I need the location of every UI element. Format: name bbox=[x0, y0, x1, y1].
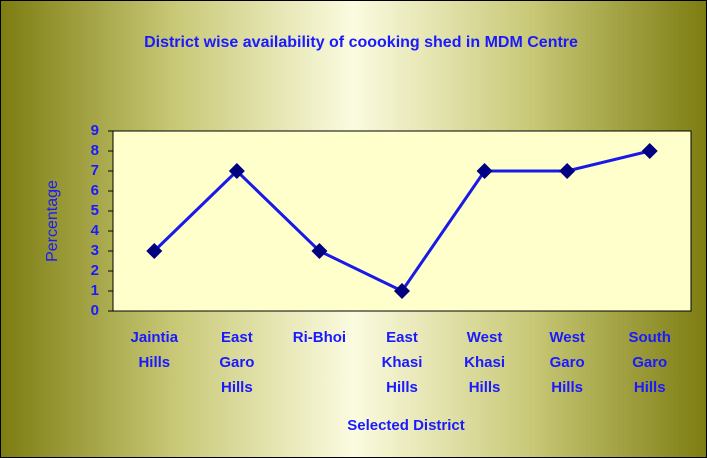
point bbox=[476, 163, 493, 179]
point bbox=[228, 163, 245, 179]
y-tick-label: 7 bbox=[91, 162, 99, 179]
x-axis-title: Selected District bbox=[347, 417, 465, 434]
chart-title: District wise availability of coooking s… bbox=[144, 34, 578, 51]
y-tick-label: 0 bbox=[91, 302, 99, 319]
y-tick-label: 8 bbox=[91, 142, 99, 159]
y-tick-label: 9 bbox=[91, 122, 99, 139]
point bbox=[311, 243, 328, 259]
y-tick-label: 3 bbox=[91, 242, 99, 259]
x-tick-label: East Garo Hills bbox=[219, 329, 254, 396]
y-tick-label: 2 bbox=[91, 262, 99, 279]
point bbox=[641, 143, 658, 159]
y-axis-title: Percentage bbox=[44, 180, 61, 262]
x-tick-label: South Garo Hills bbox=[628, 329, 671, 396]
point bbox=[146, 243, 163, 259]
plot-area bbox=[112, 130, 692, 312]
y-tick-label: 5 bbox=[91, 202, 99, 219]
x-tick-label: Ri-Bhoi bbox=[293, 329, 346, 346]
y-tick-label: 6 bbox=[91, 182, 99, 199]
y-tick-label: 1 bbox=[91, 282, 99, 299]
x-tick-label: East Khasi Hills bbox=[382, 329, 423, 396]
x-tick-label: Jaintia Hills bbox=[131, 329, 179, 371]
x-tick-label: West Khasi Hills bbox=[464, 329, 505, 396]
y-tick-label: 4 bbox=[91, 222, 100, 239]
x-tick-label: West Garo Hills bbox=[549, 329, 585, 396]
point bbox=[559, 163, 576, 179]
point bbox=[394, 283, 410, 299]
